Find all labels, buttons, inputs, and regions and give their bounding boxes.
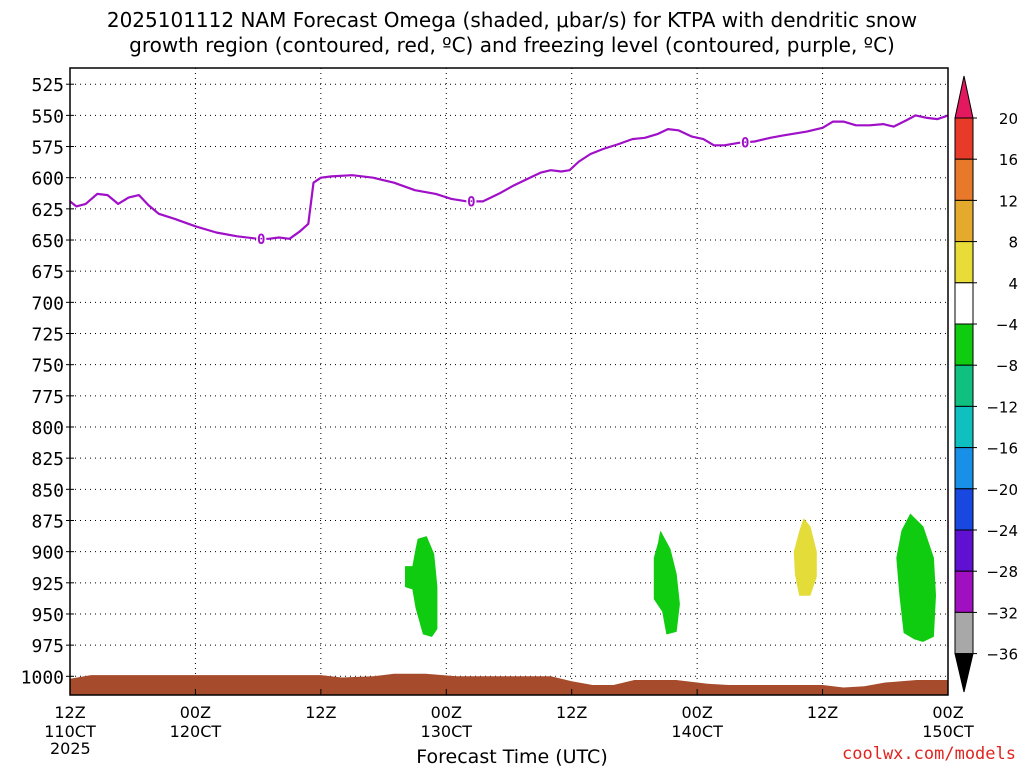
x-tick-label-84: 00Z (932, 703, 963, 722)
omega-region-1 (405, 536, 438, 637)
y-tick-label-625: 625 (31, 200, 64, 221)
x-axis-title: Forecast Time (UTC) (416, 746, 608, 768)
colorbar-label-4: 8 (1008, 234, 1018, 252)
y-tick-label-950: 950 (31, 605, 64, 626)
colorbar-band-3 (954, 199, 974, 243)
y-tick-label-1000: 1000 (21, 667, 64, 688)
colorbar-band-7 (954, 364, 974, 407)
colorbar-label-9: −16 (986, 440, 1018, 458)
colorbar-band-5 (954, 282, 974, 325)
y-tick-label-575: 575 (31, 138, 64, 159)
colorbar-band-9 (954, 447, 974, 490)
y-tick-label-525: 525 (31, 75, 64, 96)
omega-shading (405, 513, 936, 642)
freezing-label-1: 0 (257, 232, 265, 248)
colorbar-band-13 (954, 611, 974, 655)
y-tick-label-850: 850 (31, 480, 64, 501)
y-tick-label-875: 875 (31, 511, 64, 532)
colorbar-label-10: −20 (986, 481, 1018, 499)
freezing-level-contour: 0 0 0 (69, 114, 949, 248)
colorbar-label-5: 4 (1008, 275, 1018, 293)
y-tick-label-550: 550 (31, 106, 64, 127)
colorbar-label-3: 12 (999, 192, 1018, 210)
x-tick-label-72: 12Z (807, 703, 838, 722)
omega-region-3 (793, 518, 817, 596)
colorbar-band-2 (954, 158, 974, 201)
terrain-fill (70, 673, 948, 695)
y-tick-label-900: 900 (31, 543, 64, 564)
freezing-label-bg-2 (466, 194, 477, 209)
freezing-label-3: 0 (741, 135, 749, 151)
y-tick-label-675: 675 (31, 262, 64, 283)
x-tick-label-36: 00Z (431, 703, 462, 722)
x-tick-label-60: 00Z (681, 703, 712, 722)
freezing-label-2: 0 (467, 194, 475, 210)
x-tick-date-12: 120CT (170, 722, 222, 741)
colorbar-band-4 (954, 241, 974, 284)
y-tick-label-975: 975 (31, 636, 64, 657)
y-tick-label-925: 925 (31, 574, 64, 595)
grid (69, 68, 949, 695)
y-tick-label-750: 750 (31, 356, 64, 377)
freezing-label-bg-1 (256, 231, 267, 246)
colorbar-label-13: −32 (986, 604, 1018, 622)
omega-region-4 (896, 513, 936, 642)
x-tick-date-84: 150CT (922, 722, 974, 741)
freezing-label-bg-3 (740, 135, 751, 150)
x-tick-label-48: 12Z (556, 703, 587, 722)
chart-title-line-2: growth region (contoured, red, ºC) and f… (129, 33, 895, 57)
colorbar-label-8: −12 (986, 398, 1018, 416)
colorbar-label-1: 20 (999, 110, 1018, 128)
x-tick-label-12: 00Z (180, 703, 211, 722)
terrain (70, 673, 948, 695)
x-tick-label-0: 12Z (54, 703, 85, 722)
colorbar-label-2: 16 (999, 151, 1018, 169)
colorbar-label-11: −24 (986, 522, 1018, 540)
colorbar-bottom-triangle (954, 653, 974, 693)
colorbar-label-6: −4 (996, 316, 1018, 334)
x-tick-label-24: 12Z (305, 703, 336, 722)
omega-region-2 (653, 531, 680, 635)
colorbar: 20 16 12 8 4 −4 −8 −12 −16 −20 −24 −28 −32 −36 (954, 75, 1018, 693)
colorbar-top-triangle (954, 75, 974, 119)
y-tick-label-700: 700 (31, 293, 64, 314)
colorbar-label-14: −36 (986, 646, 1018, 664)
year-label: 2025 (50, 739, 91, 758)
y-tick-label-600: 600 (31, 169, 64, 190)
y-tick-label-825: 825 (31, 449, 64, 470)
colorbar-band-11 (954, 529, 974, 572)
colorbar-band-10 (954, 488, 974, 531)
colorbar-label-12: −28 (986, 563, 1018, 581)
y-tick-label-800: 800 (31, 418, 64, 439)
colorbar-band-6 (954, 323, 974, 366)
y-tick-label-725: 725 (31, 325, 64, 346)
axes: 525 550 575 600 625 650 675 700 725 750 775 800 825 8… (21, 67, 974, 741)
colorbar-band-8 (954, 405, 974, 449)
colorbar-band-1 (954, 117, 974, 160)
chart-title-line-1: 2025101112 NAM Forecast Omega (shaded, μ… (106, 8, 918, 32)
source-credit[interactable]: coolwx.com/models (842, 744, 1016, 764)
x-tick-date-36: 130CT (421, 722, 473, 741)
freezing-level-line (69, 114, 949, 240)
plot-frame (69, 67, 949, 696)
colorbar-label-7: −8 (996, 357, 1018, 375)
y-tick-label-775: 775 (31, 387, 64, 408)
colorbar-band-12 (954, 570, 974, 613)
x-tick-date-0: 110CT (44, 722, 96, 741)
x-tick-date-60: 140CT (671, 722, 723, 741)
y-tick-label-650: 650 (31, 231, 64, 252)
